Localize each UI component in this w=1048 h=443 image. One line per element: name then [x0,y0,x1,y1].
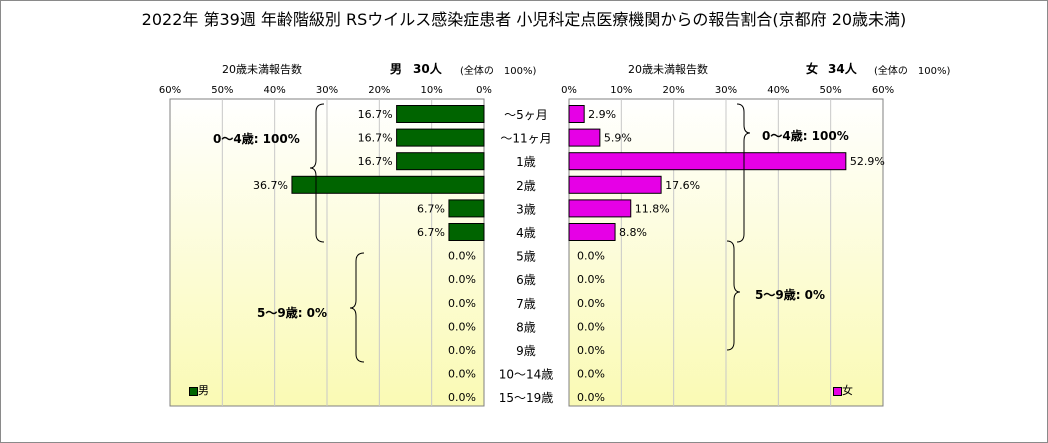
category-label: 9歳 [516,344,536,358]
male-tick-label: 30% [316,85,338,96]
male-bar [396,128,485,147]
female-legend: 女 [833,382,853,398]
male-tick-label: 60% [159,85,181,96]
male-tick-label: 40% [264,85,286,96]
male-data-label: 16.7% [358,155,393,168]
male-tick-label: 10% [421,85,443,96]
male-group2-brace [349,252,365,363]
female-group2-brace [726,240,741,351]
female-data-label: 8.8% [619,226,647,239]
female-bar [568,223,616,241]
female-tick-label: 10% [610,85,632,96]
male-data-label: 0.0% [448,250,476,263]
female-tick-label: 60% [872,85,894,96]
male-data-label: 16.7% [358,108,393,121]
male-bar [448,199,485,218]
female-bar [568,152,847,171]
female-total-note: (全体の 100%) [874,66,951,77]
female-group2-label: 5〜9歳: 0% [755,288,826,302]
male-legend-swatch [189,386,198,396]
female-data-label: 0.0% [577,273,605,286]
female-legend-swatch [833,386,842,396]
female-bar [568,128,601,147]
female-data-label: 0.0% [577,368,605,381]
female-tick-label: 50% [820,85,842,96]
category-label: 〜11ヶ月 [500,132,551,146]
female-data-label: 5.9% [604,132,632,145]
male-data-label: 0.0% [448,368,476,381]
male-total-note: (全体の 100%) [460,66,537,77]
male-bar [396,152,485,171]
category-label: 2歳 [516,179,536,193]
female-data-label: 0.0% [577,297,605,310]
male-count: 30人 [413,62,442,76]
male-tick-label: 0% [476,85,492,96]
chart-title: 2022年 第39週 年齢階級別 RSウイルス感染症患者 小児科定点医療機関から… [141,10,907,29]
male-bar [291,175,485,194]
male-legend: 男 [189,382,209,398]
male-tick-label: 50% [211,85,233,96]
male-data-label: 0.0% [448,273,476,286]
male-group1-brace [309,103,325,243]
category-label: 7歳 [516,297,536,311]
male-bar [396,105,485,123]
female-legend-label: 女 [842,384,853,397]
male-tick-label: 20% [368,85,390,96]
male-data-label: 36.7% [253,179,288,192]
female-data-label: 52.9% [850,155,885,168]
female-tick-label: 20% [663,85,685,96]
male-data-label: 6.7% [417,226,445,239]
category-label: 6歳 [516,273,536,287]
female-data-label: 17.6% [665,179,700,192]
female-tick-label: 0% [561,85,577,96]
female-bar [568,105,585,123]
male-axis-title: 20歳未満報告数 [222,63,302,76]
category-label: 15〜19歳 [499,391,554,405]
category-label: 4歳 [516,226,536,240]
female-data-label: 0.0% [577,250,605,263]
female-data-label: 0.0% [577,344,605,357]
female-bar [568,199,632,218]
male-group2-label: 5〜9歳: 0% [257,306,328,320]
female-data-label: 2.9% [588,108,616,121]
category-label: 10〜14歳 [499,368,554,382]
female-bar [568,175,662,194]
male-data-label: 0.0% [448,391,476,404]
female-tick-label: 30% [715,85,737,96]
male-data-label: 0.0% [448,320,476,333]
female-count: 34人 [828,62,857,76]
male-data-label: 0.0% [448,344,476,357]
female-tick-label: 40% [767,85,789,96]
category-label: 3歳 [516,202,536,216]
male-legend-label: 男 [198,384,209,397]
category-label: 8歳 [516,320,536,334]
male-data-label: 16.7% [358,132,393,145]
category-label: 1歳 [516,155,536,169]
male-bar [448,223,485,241]
female-group1-brace [736,103,751,243]
female-group1-label: 0〜4歳: 100% [762,129,849,143]
female-data-label: 0.0% [577,391,605,404]
female-axis-title: 20歳未満報告数 [628,63,708,76]
male-data-label: 0.0% [448,297,476,310]
category-label: 〜5ヶ月 [504,108,548,122]
male-data-label: 6.7% [417,202,445,215]
female-header: 女 [806,62,819,76]
male-header: 男 [390,62,403,76]
female-data-label: 11.8% [635,202,670,215]
male-group1-label: 0〜4歳: 100% [213,132,300,146]
category-label: 5歳 [516,250,536,264]
female-data-label: 0.0% [577,320,605,333]
